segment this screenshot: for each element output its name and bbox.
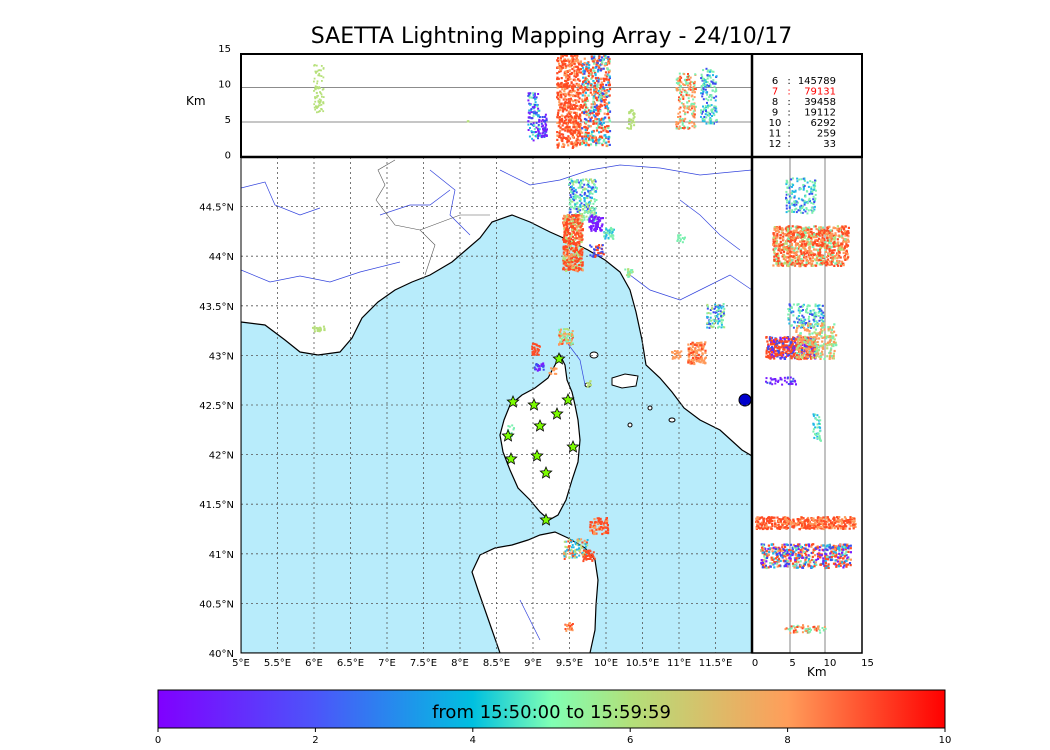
source-count-legend: 6:1457897:791318:394589:1911210:629211:2… xyxy=(769,76,836,150)
side-lightning-sources xyxy=(755,177,857,634)
map-panel: 44.5°N 44°N 43.5°N 43°N 42.5°N 42°N 41.5°N 41°N… xyxy=(199,156,753,669)
lon-tick-label: 9°E xyxy=(524,658,542,669)
colorbar-tick-label: 8 xyxy=(784,735,790,746)
legend-separator: : xyxy=(787,76,790,87)
lon-tick-label: 6.5°E xyxy=(337,658,364,669)
lon-tick-label: 5.5°E xyxy=(264,658,291,669)
lat-tick-label: 44°N xyxy=(209,252,234,263)
station-star xyxy=(539,512,553,526)
legend-key: 12 xyxy=(769,139,782,150)
lon-tick-label: 10.5°E xyxy=(626,658,660,669)
colorbar-label: from 15:50:00 to 15:59:59 xyxy=(432,702,671,723)
rivers xyxy=(241,164,752,641)
station-star xyxy=(506,394,520,408)
legend-separator: : xyxy=(787,108,790,119)
altitude-tick-labels: 15 10 5 0 xyxy=(218,44,231,162)
lon-tick-label: 8°E xyxy=(451,658,469,669)
legend-count: 33 xyxy=(823,139,836,150)
lon-tick-label: 8.5°E xyxy=(483,658,510,669)
lat-tick-label: 43.5°N xyxy=(199,302,234,313)
latitude-tick-labels: 44.5°N 44°N 43.5°N 43°N 42.5°N 42°N 41.5°N 41°N… xyxy=(199,203,234,660)
longitude-tick-labels: 5°E 5.5°E 6°E 6.5°E 7°E 7.5°E 8°E 8.5°E 9°E 9.5°E… xyxy=(232,658,732,669)
legend-separator: : xyxy=(787,87,790,98)
side-tick-label: 0 xyxy=(752,658,758,669)
lat-tick-label: 41.5°N xyxy=(199,500,234,511)
altitude-tick-label: 10 xyxy=(218,80,231,91)
side-tick-label: 5 xyxy=(789,658,795,669)
lon-tick-label: 10°E xyxy=(594,658,618,669)
colorbar-tick-label: 10 xyxy=(939,735,952,746)
legend-key: 7 xyxy=(772,87,778,98)
side-altitude-panel: 0 5 10 15 Km xyxy=(241,155,874,679)
colorbar-tick-labels: 0 2 4 6 8 10 xyxy=(155,728,952,746)
legend-key: 6 xyxy=(772,76,778,87)
altitude-lightning-sources xyxy=(313,54,718,149)
altitude-tick-label: 0 xyxy=(225,151,231,162)
colorbar-tick-label: 6 xyxy=(627,735,633,746)
lat-tick-label: 40°N xyxy=(209,649,234,660)
colorbar-tick-label: 0 xyxy=(155,735,161,746)
station-star xyxy=(501,428,515,442)
station-star xyxy=(539,465,553,479)
corsica-island xyxy=(499,353,581,521)
side-tick-labels: 0 5 10 15 xyxy=(752,658,874,669)
station-star xyxy=(504,451,518,465)
legend-count: 145789 xyxy=(798,76,836,87)
legend-key: 9 xyxy=(772,108,778,119)
station-star xyxy=(550,406,564,420)
legend-count: 39458 xyxy=(804,97,836,108)
altitude-tick-label: 15 xyxy=(218,44,231,55)
legend-count: 79131 xyxy=(804,87,836,98)
lat-tick-label: 43°N xyxy=(209,351,234,362)
lon-tick-label: 5°E xyxy=(232,658,250,669)
station-star xyxy=(530,448,544,462)
station-star xyxy=(552,351,566,365)
lat-tick-label: 40.5°N xyxy=(199,599,234,610)
saetta-stations xyxy=(501,351,580,526)
lon-tick-label: 11.5°E xyxy=(699,658,733,669)
station-star xyxy=(561,392,575,406)
legend-count: 19112 xyxy=(804,108,836,119)
lat-tick-label: 44.5°N xyxy=(199,203,234,214)
station-star xyxy=(527,397,541,411)
borders xyxy=(375,159,490,276)
map-gridlines xyxy=(241,157,752,653)
legend-separator: : xyxy=(787,97,790,108)
lon-tick-label: 6°E xyxy=(305,658,323,669)
lon-tick-label: 11°E xyxy=(667,658,691,669)
altitude-unit-label: Km xyxy=(186,94,206,108)
lat-tick-label: 42°N xyxy=(209,451,234,462)
legend-separator: : xyxy=(787,118,790,129)
map-lightning-sources xyxy=(312,178,726,632)
legend-key: 10 xyxy=(769,118,782,129)
colorbar: 0 2 4 6 8 10 xyxy=(155,689,952,746)
legend-key: 11 xyxy=(769,129,782,140)
lat-tick-label: 41°N xyxy=(209,550,234,561)
chart-title: SAETTA Lightning Mapping Array - 24/10/1… xyxy=(310,24,793,49)
legend-separator: : xyxy=(787,129,790,140)
lon-tick-label: 7.5°E xyxy=(410,658,437,669)
colorbar-tick-label: 2 xyxy=(312,735,318,746)
legend-separator: : xyxy=(787,139,790,150)
side-unit-label: Km xyxy=(807,665,827,679)
side-tick-label: 15 xyxy=(861,658,874,669)
lon-tick-label: 9.5°E xyxy=(556,658,583,669)
altitude-tick-label: 5 xyxy=(225,115,231,126)
sardinia-island xyxy=(471,531,599,653)
legend-count: 259 xyxy=(817,129,836,140)
colorbar-tick-label: 4 xyxy=(470,735,476,746)
lat-tick-label: 42.5°N xyxy=(199,401,234,412)
legend-key: 8 xyxy=(772,97,778,108)
lon-tick-label: 7°E xyxy=(378,658,396,669)
elba-island xyxy=(611,373,639,389)
station-star xyxy=(566,439,580,453)
legend-count: 6292 xyxy=(811,118,836,129)
side-tick-label: 10 xyxy=(824,658,837,669)
station-star xyxy=(533,418,547,432)
